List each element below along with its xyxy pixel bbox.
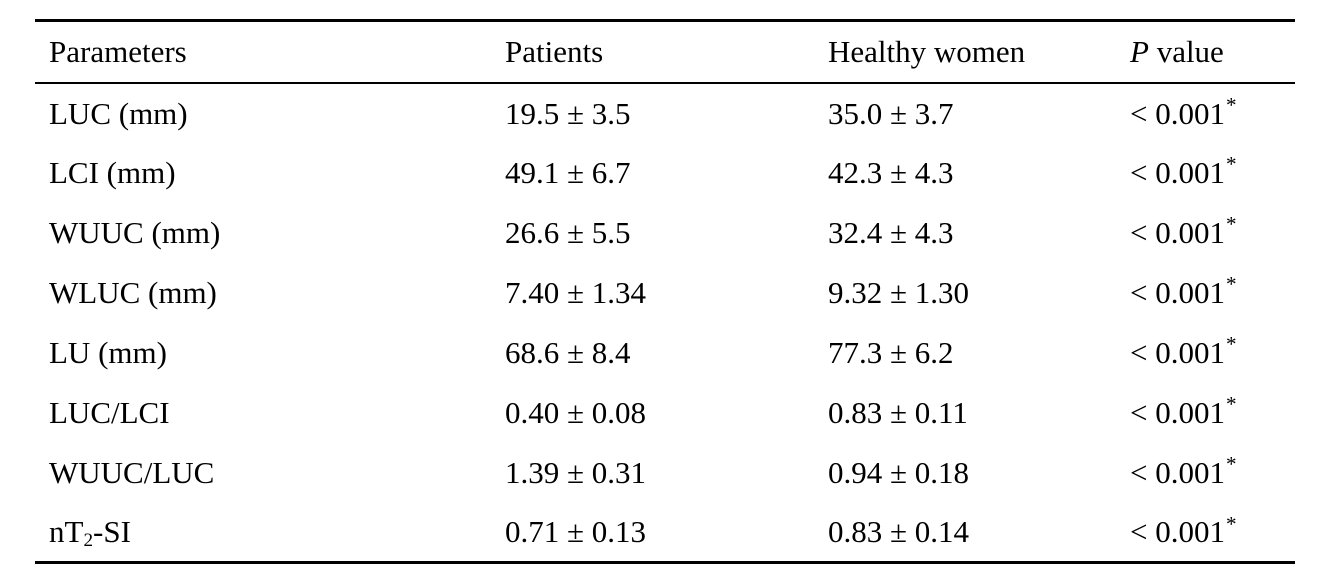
param-text: LUC/LCI: [49, 395, 170, 430]
param-text: WUUC (mm): [49, 215, 221, 250]
p-symbol: P: [1130, 34, 1149, 70]
healthy-cell: 9.32 ± 1.30: [828, 275, 970, 310]
healthy-cell: 42.3 ± 4.3: [828, 155, 954, 190]
patients-cell: 1.39 ± 0.31: [505, 455, 647, 490]
pvalue-text: < 0.001: [1130, 275, 1225, 310]
patients-cell: 19.5 ± 3.5: [505, 95, 631, 131]
patients-cell: 26.6 ± 5.5: [505, 215, 631, 250]
patients-cell: 0.71 ± 0.13: [505, 514, 647, 550]
param-cell: LUC/LCI: [35, 383, 505, 443]
pvalue-cell: < 0.001*: [1130, 92, 1237, 131]
header-healthy-women: Healthy women: [828, 34, 1026, 70]
pvalue-cell: < 0.001*: [1130, 332, 1237, 370]
param-cell: WUUC/LUC: [35, 443, 505, 503]
param-text: LUC (mm): [49, 95, 188, 131]
pvalue-cell: < 0.001*: [1130, 452, 1237, 490]
header-p-value: P value: [1130, 21, 1295, 83]
patients-cell: 0.40 ± 0.08: [505, 395, 647, 430]
patients-cell: 68.6 ± 8.4: [505, 335, 631, 370]
param-cell: WUUC (mm): [35, 203, 505, 263]
table-row: WUUC/LUC 1.39 ± 0.31 0.94 ± 0.18 < 0.001…: [35, 443, 1295, 503]
param-text: LU (mm): [49, 335, 167, 370]
header-parameters: Parameters: [49, 34, 187, 70]
header-patients: Patients: [505, 34, 604, 70]
patients-cell: 7.40 ± 1.34: [505, 275, 647, 310]
pvalue-cell: < 0.001*: [1130, 152, 1237, 190]
param-subscript: 2: [83, 529, 94, 551]
table-row: LU (mm) 68.6 ± 8.4 77.3 ± 6.2 < 0.001*: [35, 323, 1295, 383]
healthy-cell: 0.83 ± 0.11: [828, 395, 968, 430]
pvalue-text: < 0.001: [1130, 514, 1225, 550]
pvalue-text: < 0.001: [1130, 215, 1225, 250]
pvalue-cell: < 0.001*: [1130, 272, 1237, 310]
param-text: LCI (mm): [49, 155, 176, 190]
healthy-cell: 77.3 ± 6.2: [828, 335, 954, 370]
p-value-label: value: [1148, 34, 1224, 70]
table-row: LCI (mm) 49.1 ± 6.7 42.3 ± 4.3 < 0.001*: [35, 143, 1295, 203]
pvalue-text: < 0.001: [1130, 335, 1225, 370]
param-text: WLUC (mm): [49, 275, 217, 310]
param-text: WUUC/LUC: [49, 455, 215, 490]
pvalue-cell: < 0.001*: [1130, 392, 1237, 430]
table-row: LUC (mm) 19.5 ± 3.5 35.0 ± 3.7 < 0.001*: [35, 83, 1295, 143]
param-text: nT: [49, 514, 84, 550]
healthy-cell: 35.0 ± 3.7: [828, 95, 954, 131]
pvalue-cell: < 0.001*: [1130, 511, 1237, 550]
table-row: WUUC (mm) 26.6 ± 5.5 32.4 ± 4.3 < 0.001*: [35, 203, 1295, 263]
pvalue-cell: < 0.001*: [1130, 212, 1237, 250]
param-cell: nT2-SI: [35, 503, 505, 563]
table-row: nT2-SI 0.71 ± 0.13 0.83 ± 0.14 < 0.001*: [35, 503, 1295, 563]
param-cell: WLUC (mm): [35, 263, 505, 323]
param-cell: LUC (mm): [35, 83, 505, 143]
healthy-cell: 32.4 ± 4.3: [828, 215, 954, 250]
param-cell: LU (mm): [35, 323, 505, 383]
patients-cell: 49.1 ± 6.7: [505, 155, 631, 190]
header-row: Parameters Patients Healthy women P valu…: [35, 21, 1295, 83]
healthy-cell: 0.94 ± 0.18: [828, 455, 970, 490]
pvalue-text: < 0.001: [1130, 155, 1225, 190]
param-text-post: -SI: [93, 514, 131, 550]
pvalue-text: < 0.001: [1130, 95, 1225, 131]
table-row: LUC/LCI 0.40 ± 0.08 0.83 ± 0.11 < 0.001*: [35, 383, 1295, 443]
healthy-cell: 0.83 ± 0.14: [828, 514, 970, 550]
param-cell: LCI (mm): [35, 143, 505, 203]
results-table: Parameters Patients Healthy women P valu…: [35, 19, 1295, 564]
pvalue-text: < 0.001: [1130, 455, 1225, 490]
table-row: WLUC (mm) 7.40 ± 1.34 9.32 ± 1.30 < 0.00…: [35, 263, 1295, 323]
pvalue-text: < 0.001: [1130, 395, 1225, 430]
